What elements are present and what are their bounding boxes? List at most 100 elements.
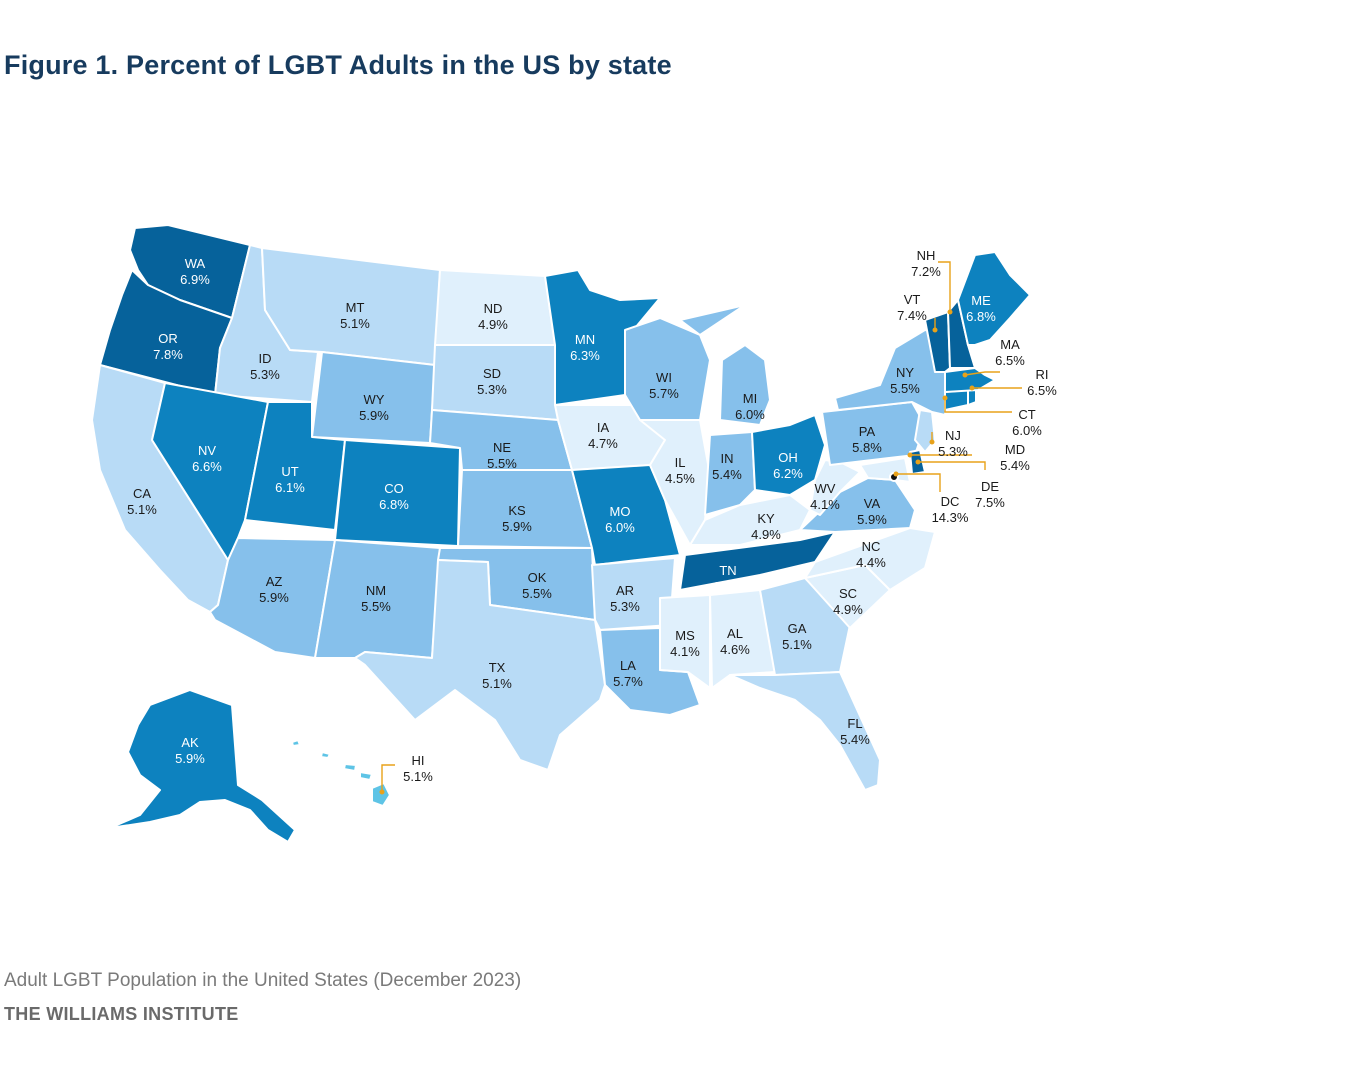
state-MS[interactable] (659, 594, 711, 689)
state-TX[interactable] (354, 559, 606, 771)
state-value-va: 5.9% (857, 512, 887, 527)
state-IN[interactable] (704, 431, 756, 516)
state-label-mt: MT (346, 300, 365, 315)
us-choropleth-map: WA6.9%OR7.8%CA5.1%ID5.3%NV6.6%MT5.1%WY5.… (91, 224, 1057, 843)
state-value-wv: 4.1% (810, 497, 840, 512)
state-value-ri: 6.5% (1027, 383, 1057, 398)
state-value-hi: 5.1% (403, 769, 433, 784)
state-MN[interactable] (544, 269, 661, 406)
state-value-nv: 6.6% (192, 459, 222, 474)
state-value-me: 6.8% (966, 309, 996, 324)
state-label-ri: RI (1036, 367, 1049, 382)
state-value-ia: 4.7% (588, 436, 618, 451)
state-label-va: VA (864, 496, 881, 511)
state-label-la: LA (620, 658, 636, 673)
state-label-oh: OH (778, 450, 798, 465)
state-value-tn: 6.3% (713, 579, 743, 594)
state-label-hi: HI (412, 753, 425, 768)
state-label-nc: NC (862, 539, 881, 554)
state-value-al: 4.6% (720, 642, 750, 657)
state-label-md: MD (1005, 442, 1025, 457)
state-label-ks: KS (508, 503, 526, 518)
state-value-co: 6.8% (379, 497, 409, 512)
state-MD[interactable] (859, 457, 911, 483)
state-value-ne: 5.5% (487, 456, 517, 471)
state-label-wy: WY (364, 392, 385, 407)
state-RI[interactable] (967, 389, 977, 406)
state-FL[interactable] (729, 671, 881, 791)
state-value-dc: 14.3% (932, 510, 969, 525)
state-WI[interactable] (624, 317, 711, 421)
state-value-or: 7.8% (153, 347, 183, 362)
state-label-nd: ND (484, 301, 503, 316)
state-label-dc: DC (941, 494, 960, 509)
state-value-mi: 6.0% (735, 407, 765, 422)
state-value-ky: 4.9% (751, 527, 781, 542)
state-OH[interactable] (751, 414, 826, 496)
state-value-ga: 5.1% (782, 637, 812, 652)
state-MI[interactable] (679, 304, 771, 426)
state-value-fl: 5.4% (840, 732, 870, 747)
state-label-tx: TX (489, 660, 506, 675)
state-value-az: 5.9% (259, 590, 289, 605)
state-label-de: DE (981, 479, 999, 494)
state-label-mo: MO (610, 504, 631, 519)
state-CT[interactable] (944, 389, 969, 411)
state-HI[interactable] (291, 739, 391, 807)
state-KY[interactable] (689, 494, 811, 546)
state-value-oh: 6.2% (773, 466, 803, 481)
state-VA[interactable] (799, 477, 916, 533)
state-label-ok: OK (528, 570, 547, 585)
state-label-al: AL (727, 626, 743, 641)
state-label-tn: TN (719, 563, 736, 578)
state-AR[interactable] (591, 557, 676, 631)
state-label-or: OR (158, 331, 178, 346)
state-label-sd: SD (483, 366, 501, 381)
state-value-ok: 5.5% (522, 586, 552, 601)
state-label-sc: SC (839, 586, 857, 601)
state-ME[interactable] (957, 251, 1031, 346)
state-value-id: 5.3% (250, 367, 280, 382)
state-NC[interactable] (804, 527, 936, 591)
state-value-sc: 4.9% (833, 602, 863, 617)
state-value-wy: 5.9% (359, 408, 389, 423)
state-label-ga: GA (788, 621, 807, 636)
state-label-co: CO (384, 481, 404, 496)
state-label-fl: FL (847, 716, 862, 731)
state-shapes (91, 224, 1031, 843)
state-label-ms: MS (675, 628, 695, 643)
state-label-vt: VT (904, 292, 921, 307)
state-value-la: 5.7% (613, 674, 643, 689)
state-AL[interactable] (709, 589, 776, 689)
state-label-ma: MA (1000, 337, 1020, 352)
state-label-in: IN (721, 451, 734, 466)
state-label-nj: NJ (945, 428, 961, 443)
state-VT[interactable] (924, 311, 951, 373)
state-value-nj: 5.3% (938, 444, 968, 459)
page-title: Figure 1. Percent of LGBT Adults in the … (4, 50, 672, 80)
state-value-ak: 5.9% (175, 751, 205, 766)
state-value-nc: 4.4% (856, 555, 886, 570)
state-label-ak: AK (181, 735, 199, 750)
state-value-mt: 5.1% (340, 316, 370, 331)
state-value-vt: 7.4% (897, 308, 927, 323)
state-label-az: AZ (266, 574, 283, 589)
state-WV[interactable] (809, 459, 861, 516)
state-label-ny: NY (896, 365, 914, 380)
state-label-me: ME (971, 293, 991, 308)
state-value-mn: 6.3% (570, 348, 600, 363)
state-label-il: IL (675, 455, 686, 470)
state-AK[interactable] (109, 689, 296, 843)
state-NH[interactable] (947, 299, 976, 369)
state-label-nh: NH (917, 248, 936, 263)
state-value-wi: 5.7% (649, 386, 679, 401)
state-value-md: 5.4% (1000, 458, 1030, 473)
state-value-nm: 5.5% (361, 599, 391, 614)
state-value-tx: 5.1% (482, 676, 512, 691)
state-label-id: ID (259, 351, 272, 366)
state-value-wa: 6.9% (180, 272, 210, 287)
state-value-ar: 5.3% (610, 599, 640, 614)
state-value-de: 7.5% (975, 495, 1005, 510)
state-labels: WA6.9%OR7.8%CA5.1%ID5.3%NV6.6%MT5.1%WY5.… (127, 248, 1057, 784)
state-value-in: 5.4% (712, 467, 742, 482)
